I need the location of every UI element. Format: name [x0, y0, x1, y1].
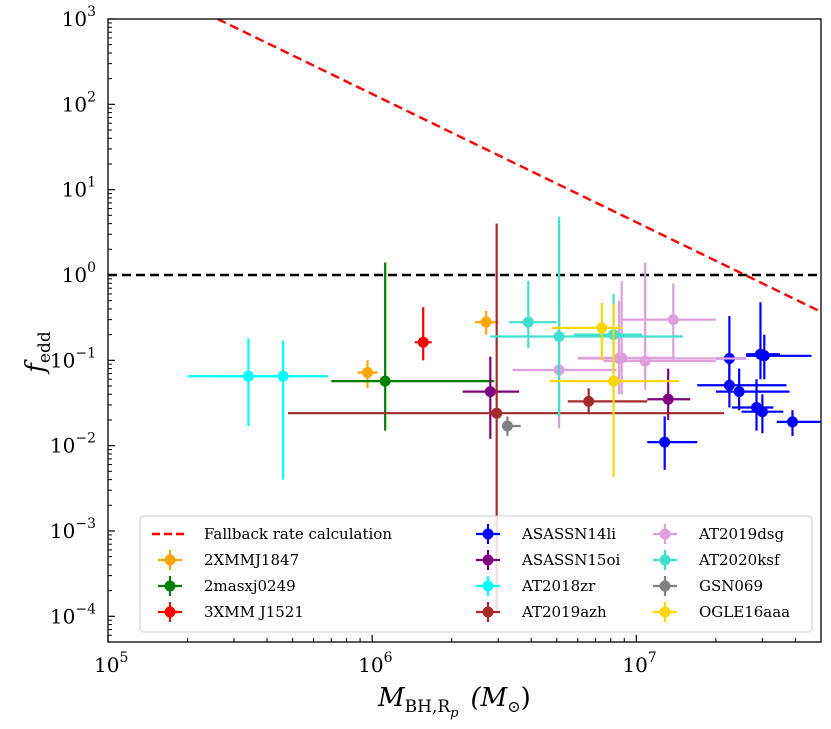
legend-label: AT2018zr	[521, 577, 596, 595]
data-point	[553, 331, 565, 343]
legend-entry: 3XMM J1521	[158, 602, 304, 622]
data-point	[596, 322, 608, 334]
series-at2019dsg	[512, 262, 746, 429]
legend-entry: OGLE16aaa	[653, 602, 790, 622]
data-point	[758, 350, 770, 362]
data-point	[522, 316, 534, 328]
data-point	[659, 436, 671, 448]
legend-entry: GSN069	[653, 576, 763, 596]
y-tick-label: 101	[62, 175, 96, 202]
legend-marker	[482, 554, 494, 566]
data-point	[756, 406, 768, 418]
series-3xmm-j1521	[414, 307, 432, 361]
legend-entry: 2masxj0249	[158, 576, 296, 596]
data-point	[417, 336, 429, 348]
legend-marker	[164, 580, 176, 592]
legend-label: AT2019dsg	[698, 525, 784, 543]
y-tick-label: 103	[62, 4, 96, 31]
x-axis-title-sun: ⊙	[507, 697, 520, 716]
legend-marker	[659, 580, 671, 592]
y-tick-label: 10−2	[50, 431, 96, 458]
legend-entry: ASASSN14li	[476, 524, 616, 544]
x-tick-label: 107	[622, 650, 656, 677]
x-axis-title: MBH,Rp (M⊙)	[377, 683, 531, 721]
series-asassn15oi	[462, 356, 691, 439]
data-point	[484, 386, 496, 398]
y-tick-label: 10−4	[50, 601, 96, 628]
y-tick-label: 10−1	[50, 345, 96, 372]
data-point	[361, 366, 373, 378]
legend-label: AT2020ksf	[698, 551, 781, 569]
data-point	[379, 375, 391, 387]
legend-entry: AT2020ksf	[653, 550, 781, 570]
data-point	[501, 420, 513, 432]
y-tick-label: 100	[62, 260, 96, 287]
legend-marker	[482, 580, 494, 592]
data-point	[733, 386, 745, 398]
legend-label: OGLE16aaa	[699, 603, 790, 621]
legend-marker	[659, 554, 671, 566]
plot-frame	[107, 18, 822, 643]
data-point	[723, 379, 735, 391]
legend-label: GSN069	[699, 577, 763, 595]
legend-marker	[659, 528, 671, 540]
legend-entry: AT2019azh	[476, 602, 607, 622]
legend-box	[139, 515, 813, 633]
x-axis-title-paren-close: )	[521, 683, 531, 713]
series-at2019azh	[287, 223, 725, 610]
legend-entry: Fallback rate calculation	[152, 525, 392, 543]
legend-marker	[164, 606, 176, 618]
axes: 105 106 107 103 102 101 100 10−1 10−2 10−3 10−4	[50, 4, 822, 677]
data-point	[480, 316, 492, 328]
x-tick-label: 105	[94, 650, 128, 677]
series-2masxj0249	[331, 262, 495, 431]
data-point	[583, 395, 595, 407]
x-axis-title-main: M	[377, 683, 406, 713]
data-point	[608, 375, 620, 387]
legend-label: AT2019azh	[521, 603, 607, 621]
data-point	[639, 355, 651, 367]
legend-label: Fallback rate calculation	[204, 525, 392, 543]
x-axis-title-subsub: p	[450, 706, 459, 721]
legend-marker	[482, 528, 494, 540]
data-point	[277, 370, 289, 382]
y-tick-label: 10−3	[50, 516, 96, 543]
legend-entry: 2XMMJ1847	[158, 550, 299, 570]
x-tick-label: 106	[358, 650, 392, 677]
series-at2018zr	[187, 338, 328, 480]
legend-label: 3XMM J1521	[204, 603, 304, 621]
data-point	[613, 353, 625, 365]
data-point	[667, 314, 679, 326]
series-gsn069	[501, 416, 521, 436]
legend-label: 2masxj0249	[204, 577, 296, 595]
legend-label: ASASSN15oi	[521, 551, 620, 569]
data-point	[662, 393, 674, 405]
x-axis-title-paren-open: (M	[470, 683, 508, 713]
y-axis-title-sub: edd	[35, 331, 55, 363]
legend-marker	[659, 606, 671, 618]
series-2xmmj1847	[357, 310, 499, 389]
y-tick-label: 102	[62, 89, 96, 116]
data-point	[786, 416, 798, 428]
data-point	[491, 407, 503, 419]
legend-entry: AT2019dsg	[653, 524, 784, 544]
legend-marker	[482, 606, 494, 618]
legend-label: ASASSN14li	[521, 525, 616, 543]
legend-entry: AT2018zr	[476, 576, 596, 596]
legend-entry: ASASSN15oi	[476, 550, 620, 570]
plot-area	[108, 19, 821, 610]
legend-marker	[164, 554, 176, 566]
series-ogle16aaa	[549, 302, 679, 477]
legend: Fallback rate calculation 2XMMJ1847 2masxj…	[139, 515, 813, 633]
legend-label: 2XMMJ1847	[204, 551, 299, 569]
x-axis-title-sub: BH,R	[405, 697, 452, 717]
